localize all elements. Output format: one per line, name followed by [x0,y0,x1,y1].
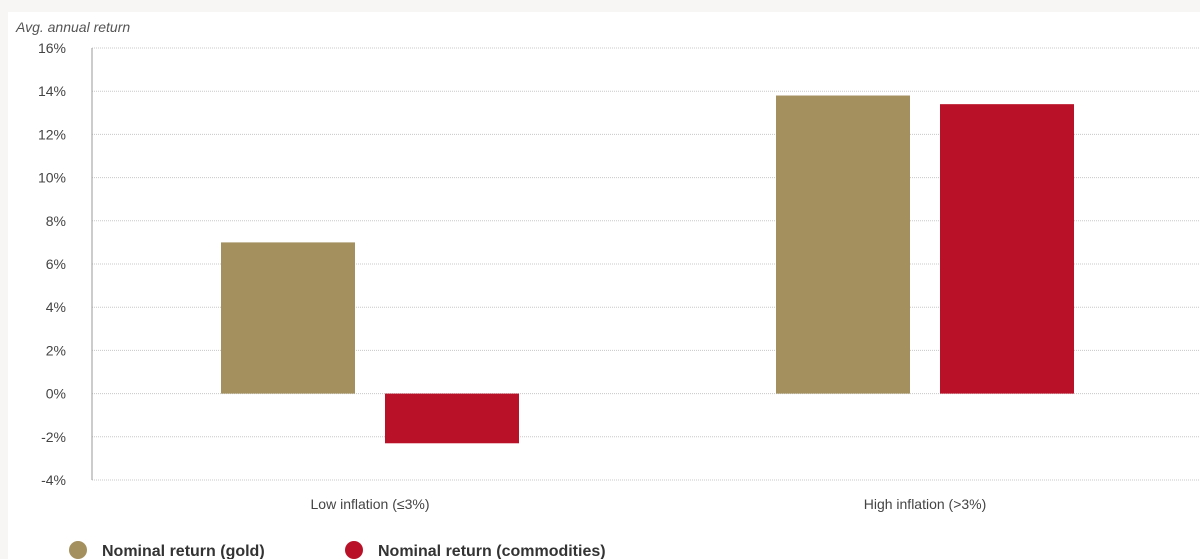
y-tick-label: 10% [38,170,66,186]
legend-marker [69,541,87,559]
y-tick-label: -2% [41,429,66,445]
category-label: High inflation (>3%) [864,496,987,512]
bar-gold-0 [221,242,355,394]
legend-label: Nominal return (gold) [102,543,265,559]
y-axis-title: Avg. annual return [15,19,130,35]
y-tick-label: 0% [46,386,66,402]
y-tick-labels: -4% -2% 0% 2% 4% 6% 8% 10% 12% 14% 16% [38,40,66,488]
legend-label: Nominal return (commodities) [378,543,606,559]
y-tick-label: 16% [38,40,66,56]
bars [221,95,1074,444]
y-tick-label: 8% [46,213,66,229]
y-tick-label: -4% [41,472,66,488]
bar-commodities-1 [940,104,1074,394]
category-label: Low inflation (≤3%) [311,496,430,512]
y-tick-label: 4% [46,299,66,315]
category-labels: Low inflation (≤3%) High inflation (>3%) [311,496,987,512]
bar-commodities-0 [385,393,519,444]
legend-marker [345,541,363,559]
y-tick-label: 12% [38,126,66,142]
y-tick-label: 14% [38,83,66,99]
legend: Nominal return (gold) Nominal return (com… [69,541,606,559]
y-tick-label: 6% [46,256,66,272]
y-tick-label: 2% [46,342,66,358]
bar-gold-1 [776,95,910,394]
